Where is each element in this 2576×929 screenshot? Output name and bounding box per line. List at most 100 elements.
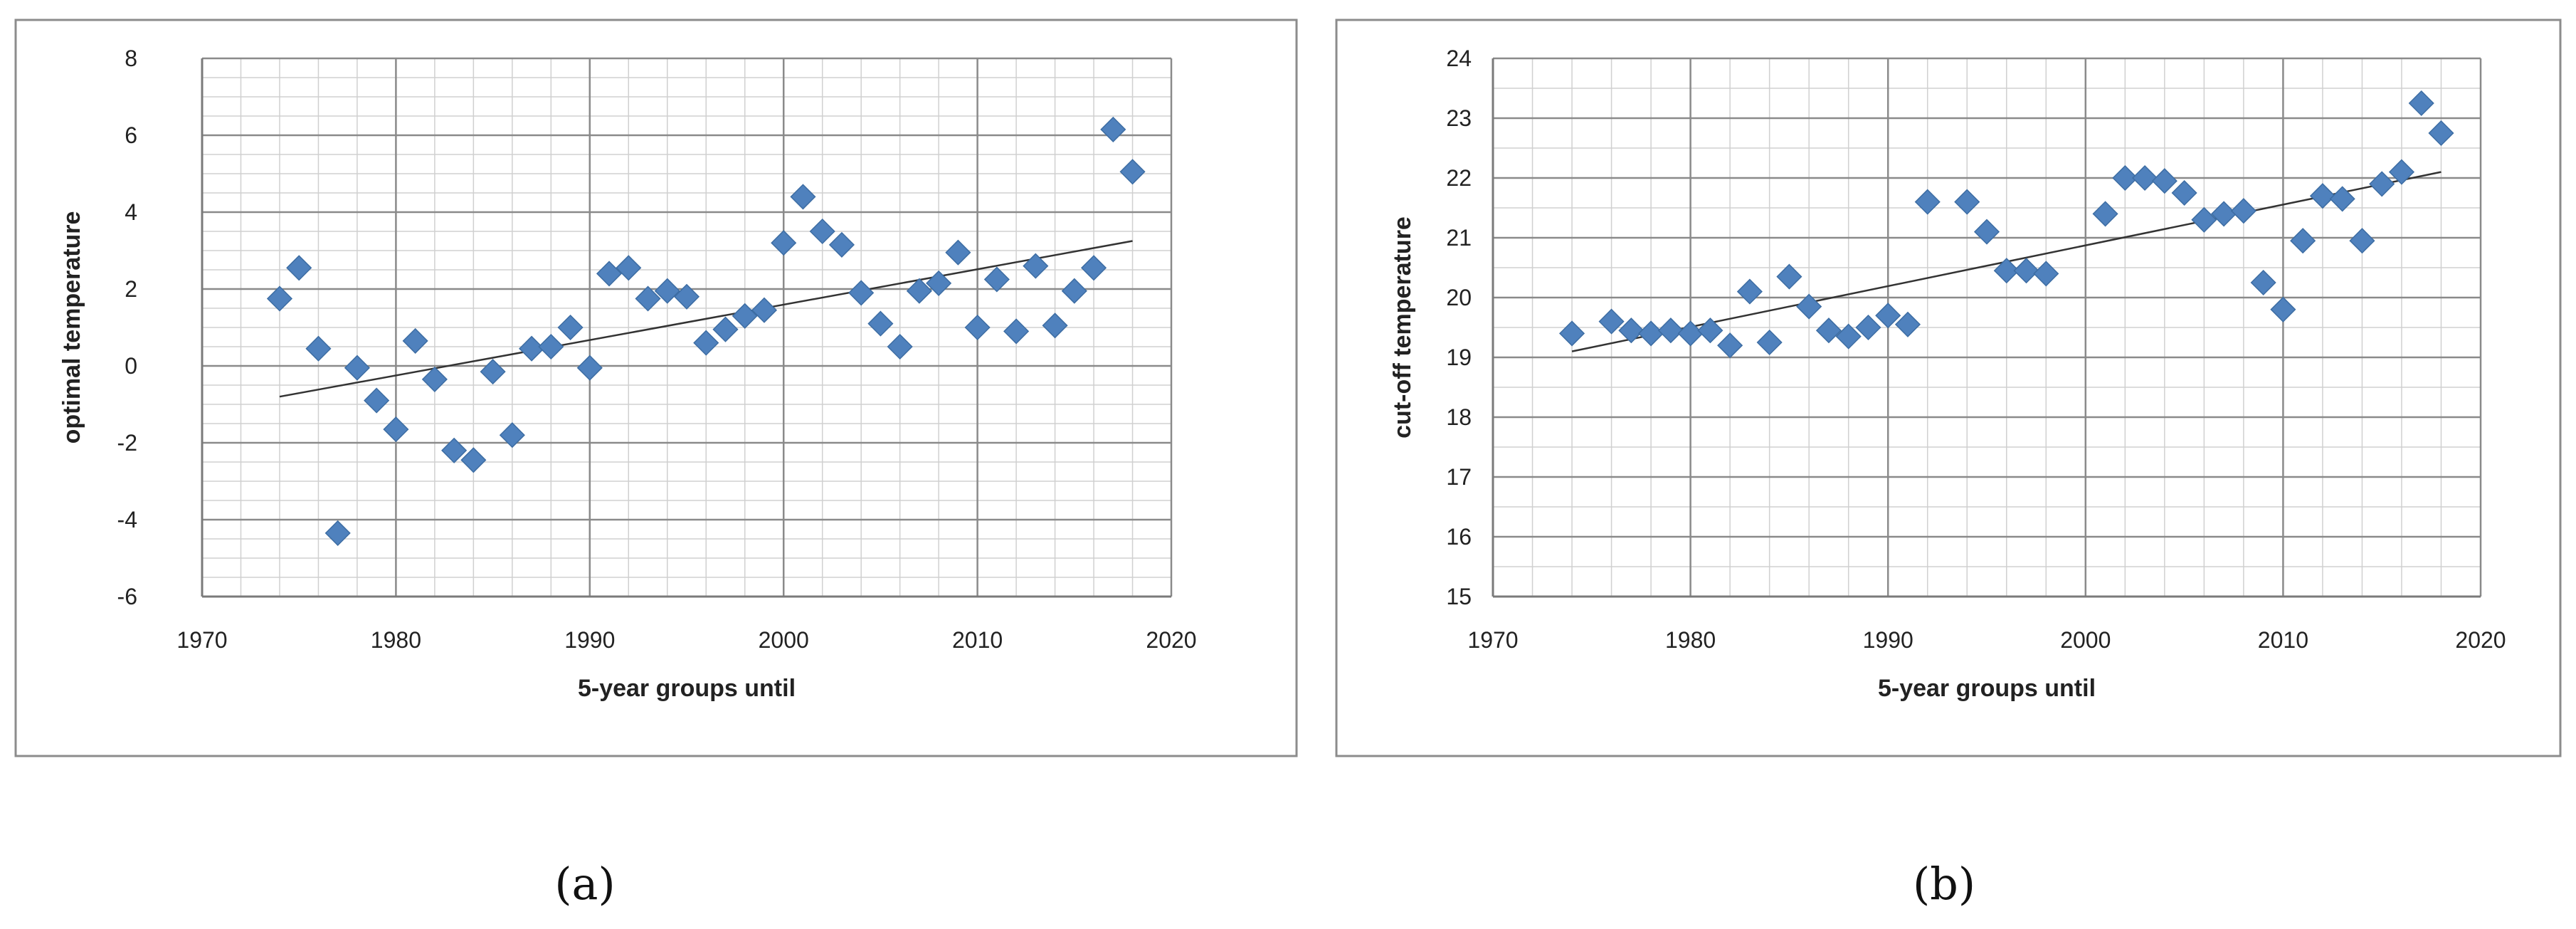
chart-b-frame (1335, 19, 2562, 757)
chart-a-data-point (383, 416, 409, 443)
chart-a-y-tick-label: 6 (125, 122, 137, 148)
chart-b-y-tick-label: 21 (1446, 225, 1472, 251)
chart-b-data-point (2250, 269, 2276, 296)
chart-b-data-point (2191, 206, 2217, 233)
chart-b-data-point (1796, 293, 1822, 320)
chart-b-y-tick-label: 23 (1446, 105, 1472, 131)
chart-b-x-tick-label: 2000 (2060, 627, 2111, 653)
chart-a-y-tick-label: 0 (125, 353, 137, 379)
chart-a-data-point (906, 278, 932, 304)
chart-b-data-point (2428, 120, 2454, 147)
chart-b-data-point (2033, 261, 2059, 287)
chart-b-data-point (1993, 258, 2020, 284)
chart-b-y-axis-title: cut-off temperature (1389, 216, 1416, 439)
chart-b-y-tick-label: 18 (1446, 404, 1472, 430)
chart-b-x-tick-label: 2020 (2455, 627, 2506, 653)
chart-a-data-point (344, 355, 370, 381)
chart-b-data-point (1954, 189, 1980, 215)
chart-a-data-point (421, 366, 448, 392)
chart-b-data-point (1717, 332, 1743, 359)
chart-a-data-point (499, 422, 525, 448)
chart-a-data-point (693, 330, 719, 356)
chart-b-data-point (1697, 317, 1724, 344)
chart-a-data-point (654, 278, 680, 304)
chart-b-data-point (1558, 320, 1585, 347)
panel-b-caption: (b) (1912, 858, 1976, 910)
chart-b-x-tick-label: 1990 (1863, 627, 1913, 653)
chart-a-y-tick-label: 2 (125, 276, 137, 302)
chart-a-x-tick-label: 2020 (1146, 627, 1196, 653)
chart-b-data-point (2171, 179, 2197, 206)
chart-a-data-point (712, 316, 739, 342)
chart-b-data-point (1894, 311, 1921, 337)
chart-a-data-point (1023, 253, 1049, 279)
chart-b-data-point (2349, 228, 2375, 254)
chart-a-data-point (867, 310, 894, 337)
chart-b-data-point (1776, 263, 1802, 290)
chart-b-data-point (2151, 168, 2178, 194)
chart-a-data-point (1061, 278, 1087, 304)
chart-b-data-point (1973, 219, 2000, 245)
chart-a-data-point (771, 230, 797, 256)
chart-b-x-axis-title: 5-year groups until (1878, 675, 2096, 702)
chart-a-data-point (1042, 313, 1068, 339)
chart-a-x-tick-label: 2010 (952, 627, 1003, 653)
chart-a-data-point (480, 359, 506, 385)
chart-b-data-point (2092, 201, 2118, 227)
chart-a-data-point (286, 255, 312, 281)
chart-b-data-point (2329, 186, 2355, 212)
chart-b-x-tick-label: 2010 (2258, 627, 2308, 653)
chart-b-data-point (1914, 189, 1941, 215)
chart-a-data-point (751, 297, 778, 323)
chart-b-data-point (1598, 308, 1625, 335)
chart-b-y-tick-label: 15 (1446, 584, 1472, 609)
chart-b-data-point (2230, 198, 2256, 224)
chart-a-data-point (673, 283, 700, 310)
chart-a-y-axis-title: optimal temperature (58, 211, 85, 444)
chart-a-data-point (1100, 116, 1126, 142)
chart-b-data-point (2290, 228, 2316, 254)
chart-a-data-point (945, 239, 971, 266)
chart-a-x-tick-label: 1990 (564, 627, 615, 653)
chart-b-data-point (2408, 90, 2434, 117)
chart-b-points (1558, 90, 2454, 359)
chart-a-data-point (441, 437, 468, 463)
chart-a-data-point (635, 285, 661, 312)
chart-a-data-point (324, 520, 351, 546)
chart-a-data-point (964, 314, 991, 341)
chart-b-y-tick-label: 24 (1446, 46, 1472, 71)
chart-a-frame (14, 19, 1298, 757)
chart-a-y-tick-label: -6 (117, 584, 137, 609)
chart-a-data-point (1080, 255, 1107, 281)
chart-b-data-point (1835, 323, 1862, 350)
chart-b-data-point (2132, 164, 2158, 191)
chart-a-data-point (983, 266, 1010, 293)
chart-b: 15 16 17 18 19 20 21 22 23 24 1970 1980 1990 2000 2010… (1335, 19, 2562, 757)
chart-a-data-point (616, 255, 642, 281)
chart-a-data-point (732, 303, 758, 329)
chart-a-x-tick-label: 1970 (176, 627, 227, 653)
chart-a-x-tick-label: 1980 (371, 627, 421, 653)
chart-b-y-tick-label: 22 (1446, 165, 1472, 191)
chart-a-data-point (519, 335, 545, 362)
chart-a-data-point (557, 314, 584, 341)
chart-a-data-point (538, 333, 564, 360)
chart-a-data-point (596, 261, 623, 287)
chart-b-data-point (2309, 183, 2335, 209)
chart-a-data-point (828, 231, 855, 258)
chart-a-x-axis-title: 5-year groups until (578, 675, 796, 702)
chart-a-y-tick-label: -4 (117, 507, 137, 532)
chart-b-x-tick-label: 1980 (1665, 627, 1716, 653)
panel-a-caption: (a) (554, 858, 616, 910)
chart-b-y-tick-label: 19 (1446, 345, 1472, 370)
chart-b-y-tick-label: 16 (1446, 524, 1472, 550)
chart-a-y-tick-label: 8 (125, 46, 137, 71)
chart-b-data-point (1875, 303, 1901, 329)
chart-b-data-point (2270, 296, 2296, 322)
chart-b-data-point (1736, 278, 1763, 305)
chart-a-data-point (1119, 159, 1146, 185)
chart-a-data-point (305, 335, 332, 362)
chart-a-data-point (887, 333, 913, 360)
chart-b-data-point (1657, 317, 1684, 344)
chart-b-data-point (2112, 164, 2138, 191)
